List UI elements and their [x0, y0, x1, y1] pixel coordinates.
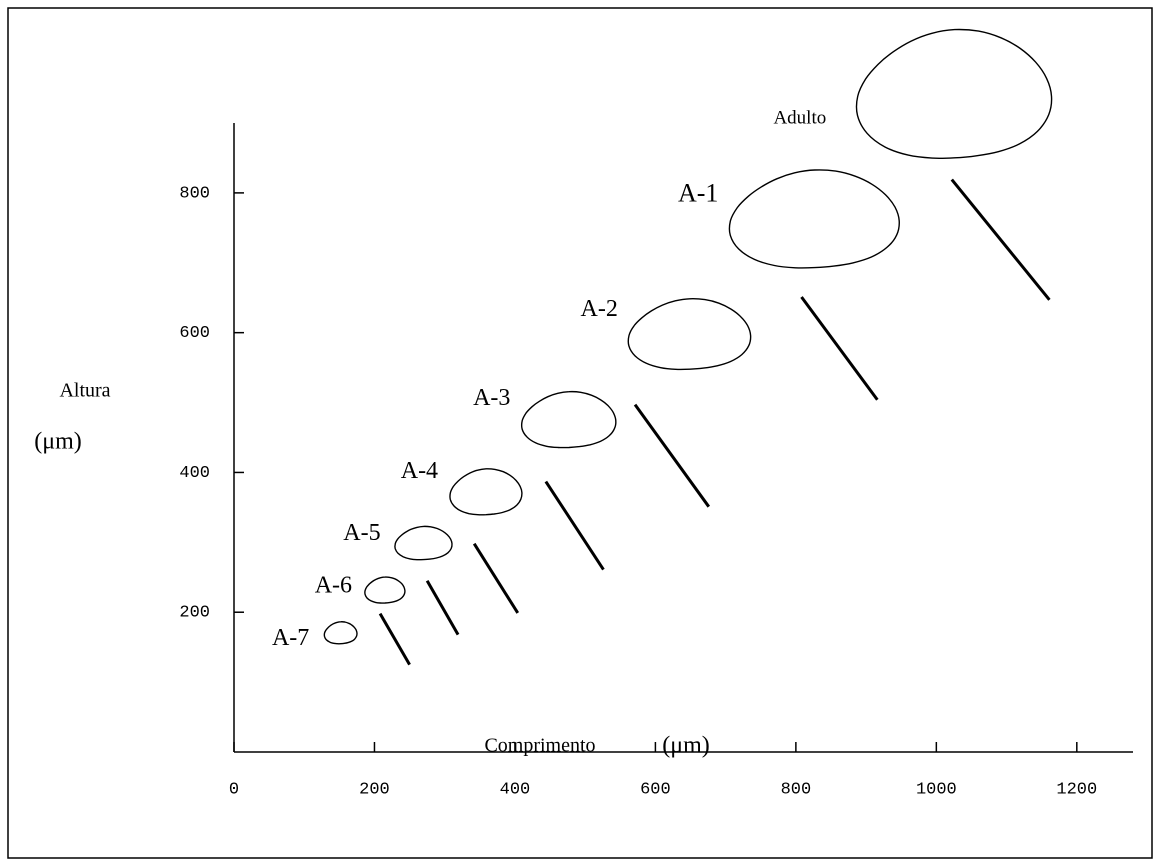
stage-outline	[323, 621, 358, 645]
segment	[800, 296, 879, 401]
segment	[425, 580, 460, 636]
y-tick-label: 400	[179, 464, 210, 483]
stage-label: A-6	[315, 572, 352, 598]
x-tick-label: 1000	[916, 780, 957, 799]
x-axis-unit: (μm)	[662, 733, 710, 759]
stage-label: A-5	[343, 520, 380, 546]
segment	[633, 403, 711, 508]
segment	[472, 542, 520, 614]
stage-outline	[364, 576, 406, 604]
stage-outline	[394, 525, 453, 561]
stage-outline	[449, 468, 523, 516]
stage-outline	[520, 390, 617, 449]
y-tick-label: 800	[179, 184, 210, 203]
stage-outline	[627, 298, 752, 371]
x-axis-label: Comprimento	[484, 735, 595, 757]
stage-label: A-3	[473, 385, 510, 411]
y-tick-label: 600	[179, 324, 210, 343]
x-tick-label: 400	[500, 780, 531, 799]
x-tick-label: 0	[229, 780, 239, 799]
stage-outline	[728, 169, 900, 269]
stage-outline	[855, 28, 1053, 159]
stage-label: A-4	[401, 458, 438, 484]
stage-label: Adulto	[773, 107, 826, 128]
segment	[378, 612, 411, 666]
x-tick-label: 1200	[1056, 780, 1097, 799]
stage-label: A-2	[581, 296, 618, 322]
segment	[544, 480, 605, 571]
y-tick-label: 200	[179, 604, 210, 623]
y-axis-label: Altura	[59, 380, 110, 402]
segment	[950, 178, 1051, 301]
frame	[7, 7, 1153, 859]
x-tick-label: 200	[359, 780, 390, 799]
stage-label: A-7	[272, 625, 309, 651]
x-tick-label: 800	[781, 780, 812, 799]
stage-label: A-1	[678, 178, 718, 207]
x-tick-label: 600	[640, 780, 671, 799]
y-axis-unit: (μm)	[34, 429, 82, 455]
